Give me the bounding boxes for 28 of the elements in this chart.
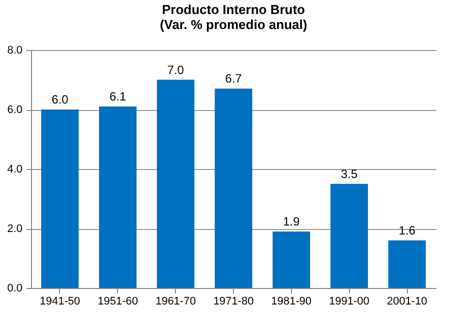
y-tick-label: 4.0: [7, 164, 22, 176]
x-tick-label: 1971-80: [213, 296, 254, 308]
bar: [156, 80, 194, 288]
y-tick-label: 6.0: [7, 104, 22, 116]
data-label: 1.9: [283, 214, 300, 228]
bar: [330, 184, 368, 288]
x-tick-label: 1961-70: [155, 296, 196, 308]
y-tick-label: 0.0: [7, 282, 22, 294]
bar: [99, 106, 137, 288]
data-label: 3.5: [340, 166, 358, 181]
y-tick-label: 8.0: [7, 44, 22, 56]
bar: [214, 88, 252, 288]
chart-subtitle: (Var. % promedio anual): [160, 17, 308, 32]
x-tick-label: 2001-10: [386, 296, 428, 308]
bar: [272, 231, 310, 288]
data-label: 6.0: [52, 92, 69, 106]
x-tick-label: 1981-90: [271, 296, 312, 308]
data-label: 1.6: [398, 223, 416, 238]
data-label: 7.0: [167, 62, 184, 77]
x-tick-label: 1951-60: [98, 296, 138, 308]
data-label: 6.1: [109, 90, 126, 104]
bar: [41, 110, 79, 288]
data-label: 6.7: [225, 72, 242, 86]
chart-title: Producto Interno Bruto: [162, 2, 306, 17]
x-tick-label: 1941-50: [40, 296, 80, 308]
bar: [388, 240, 426, 288]
y-tick-label: 2.0: [7, 223, 22, 235]
x-tick-label: 1991-00: [329, 296, 370, 308]
